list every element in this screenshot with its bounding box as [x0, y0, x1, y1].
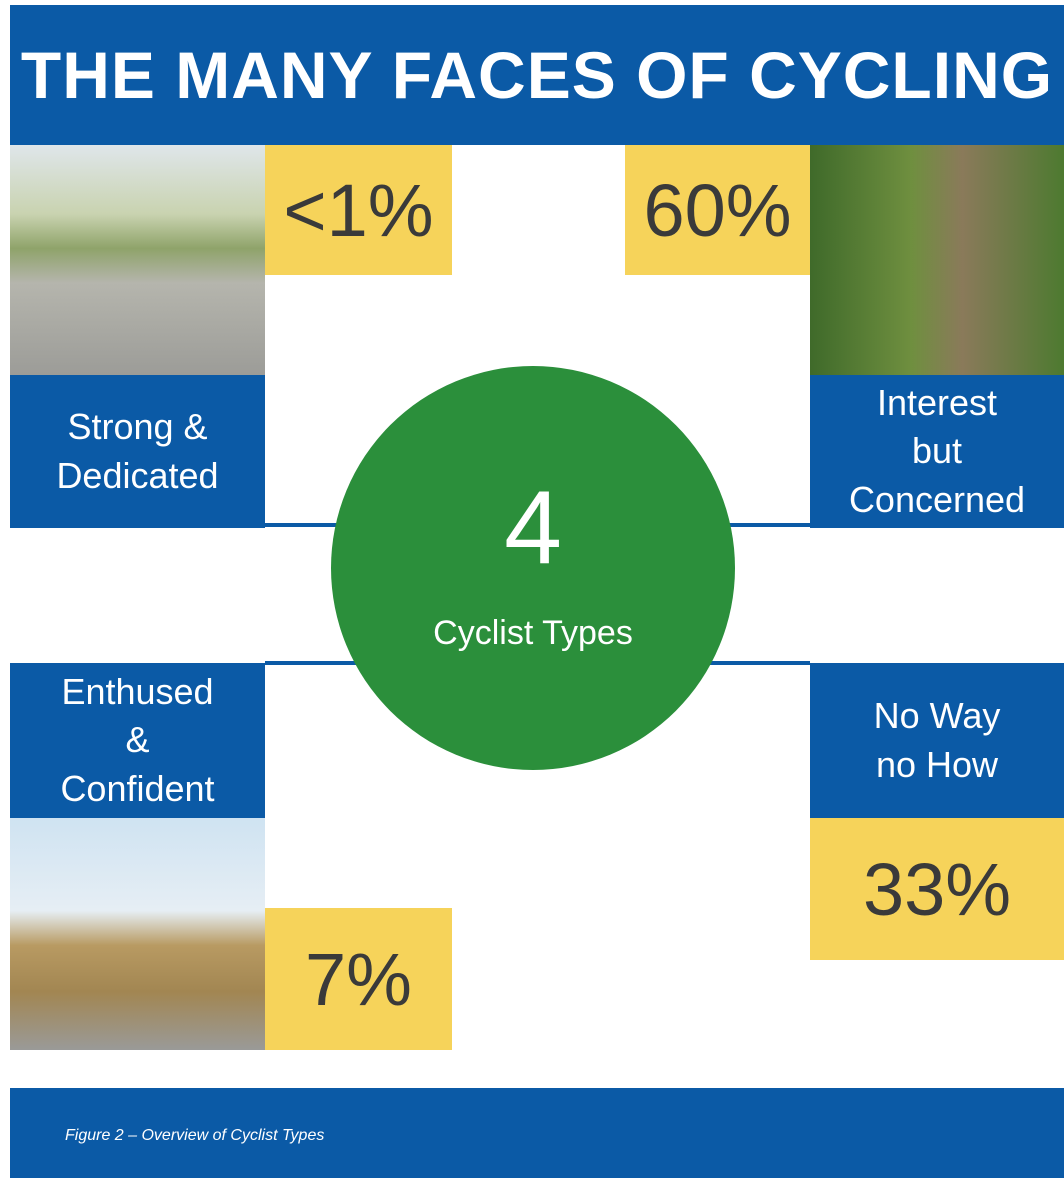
photo-path-cyclists — [10, 818, 265, 1050]
share-box: <1% — [265, 145, 452, 275]
share-box: 7% — [265, 908, 452, 1050]
caption-bar: Figure 2 – Overview of Cyclist Types — [10, 1088, 1064, 1178]
share-box: 60% — [625, 145, 810, 275]
type-name: Interest but Concerned — [849, 379, 1025, 525]
center-circle: 4 Cyclist Types — [331, 366, 735, 770]
photo-child-cyclist — [810, 145, 1064, 375]
type-name: Enthused & Confident — [50, 668, 225, 814]
center-label: Cyclist Types — [331, 614, 735, 653]
infographic: THE MANY FACES OF CYCLING Strong & Dedic… — [0, 0, 1064, 1178]
title-bar: THE MANY FACES OF CYCLING — [10, 5, 1064, 145]
share: 33% — [863, 847, 1011, 932]
title: THE MANY FACES OF CYCLING — [21, 37, 1053, 113]
caption: Figure 2 – Overview of Cyclist Types — [65, 1127, 324, 1145]
type-label: Interest but Concerned — [810, 375, 1064, 528]
share: 7% — [305, 937, 412, 1022]
photo-road-cyclists — [10, 145, 265, 375]
type-name: Strong & Dedicated — [50, 403, 225, 500]
type-name: No Way no How — [850, 692, 1024, 789]
type-label: Enthused & Confident — [10, 663, 265, 818]
share-box: 33% — [810, 818, 1064, 960]
share: <1% — [283, 168, 433, 253]
center-number: 4 — [331, 476, 735, 580]
share: 60% — [643, 168, 791, 253]
type-label: Strong & Dedicated — [10, 375, 265, 528]
type-label: No Way no How — [810, 663, 1064, 818]
